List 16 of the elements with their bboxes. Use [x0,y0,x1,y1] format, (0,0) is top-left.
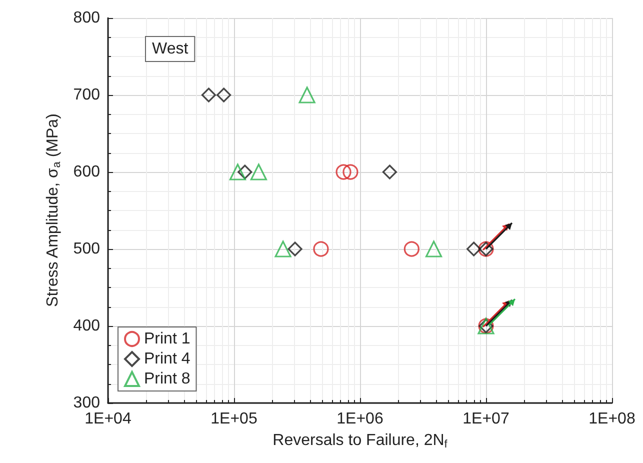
x-tick-label: 1E+06 [336,410,384,428]
x-tick-label: 1E+05 [210,410,258,428]
y-tick-label: 800 [73,10,100,26]
y-tick-label: 600 [73,164,100,180]
y-axis-title: Stress Amplitude, σa (MPa) [44,114,63,307]
x-tick-label: 1E+04 [84,410,132,428]
y-tick-label: 300 [73,394,100,412]
legend-label: Print 4 [144,350,190,368]
annotation: West [152,40,189,58]
legend-label: Print 8 [144,370,190,388]
y-tick-label: 500 [73,240,100,258]
y-tick-label: 400 [73,318,100,334]
y-tick-label: 700 [73,86,100,104]
legend-label: Print 1 [144,330,190,348]
x-tick-label: 1E+08 [588,410,636,428]
x-tick-label: 1E+07 [462,410,510,428]
